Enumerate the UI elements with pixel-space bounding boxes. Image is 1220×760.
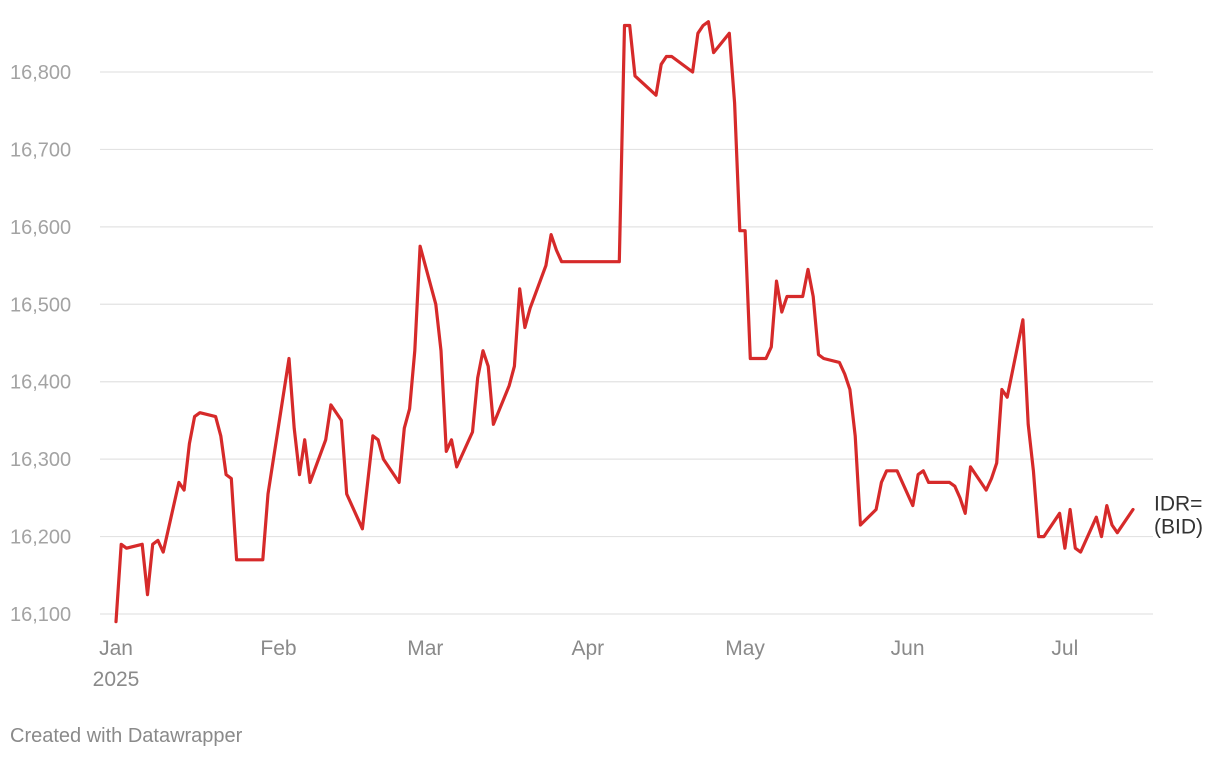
x-tick-label: Mar	[407, 637, 443, 660]
series-line	[114, 20, 1135, 624]
y-tick-label: 16,400	[10, 372, 71, 394]
x-tick-label: May	[725, 637, 765, 660]
gridlines	[100, 71, 1153, 615]
y-tick-label: 16,500	[10, 294, 71, 316]
x-tick-label: Apr	[571, 637, 604, 660]
x-tick-label: Jul	[1051, 637, 1078, 660]
series-label: (BID)	[1154, 515, 1203, 538]
x-tick-label: Jan	[99, 637, 133, 660]
line-chart: 16,100 16,200 16,300 16,400 16,500 16,600 16,7…	[10, 20, 1203, 691]
x-axis-tick-labels: Jan 2025 Feb Mar Apr May Jun Jul	[93, 637, 1079, 691]
y-tick-label: 16,200	[10, 527, 71, 549]
series-label: IDR=	[1154, 492, 1202, 515]
y-tick-label: 16,600	[10, 217, 71, 239]
y-axis-tick-labels: 16,100 16,200 16,300 16,400 16,500 16,600 16,7…	[10, 62, 71, 626]
series-layer	[114, 20, 1135, 624]
y-tick-label: 16,800	[10, 62, 71, 84]
x-tick-label: Jun	[891, 637, 925, 660]
x-tick-year-label: 2025	[93, 668, 140, 691]
y-tick-label: 16,100	[10, 604, 71, 626]
datawrapper-credit: Created with Datawrapper	[10, 725, 243, 747]
x-tick-label: Feb	[260, 637, 296, 660]
y-tick-label: 16,300	[10, 449, 71, 471]
y-tick-label: 16,700	[10, 139, 71, 161]
series-label-layer: IDR=(BID)	[1154, 492, 1203, 538]
